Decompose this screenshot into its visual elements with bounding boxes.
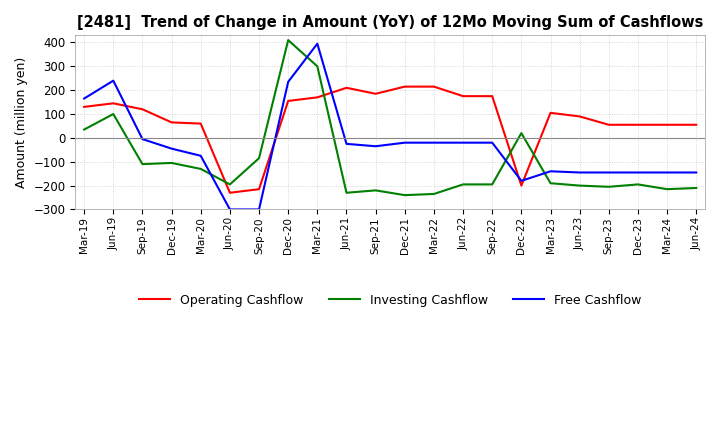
- Operating Cashflow: [109, 101, 117, 106]
- Operating Cashflow: [575, 114, 584, 119]
- Investing Cashflow: [400, 193, 409, 198]
- Investing Cashflow: [342, 190, 351, 195]
- Free Cashflow: [517, 178, 526, 183]
- Legend: Operating Cashflow, Investing Cashflow, Free Cashflow: Operating Cashflow, Investing Cashflow, …: [134, 289, 647, 312]
- Investing Cashflow: [575, 183, 584, 188]
- Operating Cashflow: [488, 94, 497, 99]
- Free Cashflow: [605, 170, 613, 175]
- Operating Cashflow: [284, 98, 292, 103]
- Title: [2481]  Trend of Change in Amount (YoY) of 12Mo Moving Sum of Cashflows: [2481] Trend of Change in Amount (YoY) o…: [77, 15, 703, 30]
- Free Cashflow: [459, 140, 467, 145]
- Free Cashflow: [663, 170, 672, 175]
- Operating Cashflow: [605, 122, 613, 128]
- Free Cashflow: [342, 141, 351, 147]
- Free Cashflow: [430, 140, 438, 145]
- Investing Cashflow: [517, 131, 526, 136]
- Operating Cashflow: [342, 85, 351, 91]
- Operating Cashflow: [80, 104, 89, 110]
- Line: Investing Cashflow: Investing Cashflow: [84, 40, 696, 195]
- Operating Cashflow: [372, 91, 380, 96]
- Investing Cashflow: [663, 187, 672, 192]
- Operating Cashflow: [225, 190, 234, 195]
- Operating Cashflow: [692, 122, 701, 128]
- Investing Cashflow: [225, 182, 234, 187]
- Operating Cashflow: [167, 120, 176, 125]
- Operating Cashflow: [459, 94, 467, 99]
- Investing Cashflow: [138, 161, 147, 167]
- Operating Cashflow: [430, 84, 438, 89]
- Investing Cashflow: [459, 182, 467, 187]
- Operating Cashflow: [634, 122, 642, 128]
- Line: Operating Cashflow: Operating Cashflow: [84, 87, 696, 193]
- Operating Cashflow: [197, 121, 205, 126]
- Free Cashflow: [692, 170, 701, 175]
- Investing Cashflow: [80, 127, 89, 132]
- Investing Cashflow: [692, 185, 701, 191]
- Free Cashflow: [167, 146, 176, 151]
- Operating Cashflow: [400, 84, 409, 89]
- Investing Cashflow: [430, 191, 438, 197]
- Investing Cashflow: [488, 182, 497, 187]
- Investing Cashflow: [284, 37, 292, 43]
- Free Cashflow: [313, 41, 322, 46]
- Operating Cashflow: [663, 122, 672, 128]
- Operating Cashflow: [546, 110, 555, 115]
- Line: Free Cashflow: Free Cashflow: [84, 44, 696, 209]
- Investing Cashflow: [372, 188, 380, 193]
- Free Cashflow: [575, 170, 584, 175]
- Investing Cashflow: [197, 166, 205, 172]
- Investing Cashflow: [167, 160, 176, 165]
- Free Cashflow: [488, 140, 497, 145]
- Investing Cashflow: [255, 155, 264, 161]
- Free Cashflow: [634, 170, 642, 175]
- Investing Cashflow: [546, 180, 555, 186]
- Free Cashflow: [255, 207, 264, 212]
- Free Cashflow: [284, 79, 292, 84]
- Free Cashflow: [80, 96, 89, 101]
- Free Cashflow: [225, 207, 234, 212]
- Free Cashflow: [546, 169, 555, 174]
- Operating Cashflow: [313, 95, 322, 100]
- Free Cashflow: [138, 136, 147, 142]
- Investing Cashflow: [634, 182, 642, 187]
- Investing Cashflow: [313, 64, 322, 69]
- Free Cashflow: [109, 78, 117, 83]
- Operating Cashflow: [138, 106, 147, 112]
- Y-axis label: Amount (million yen): Amount (million yen): [15, 57, 28, 188]
- Operating Cashflow: [255, 187, 264, 192]
- Free Cashflow: [372, 143, 380, 149]
- Investing Cashflow: [109, 111, 117, 117]
- Free Cashflow: [400, 140, 409, 145]
- Investing Cashflow: [605, 184, 613, 190]
- Operating Cashflow: [517, 183, 526, 188]
- Free Cashflow: [197, 153, 205, 158]
